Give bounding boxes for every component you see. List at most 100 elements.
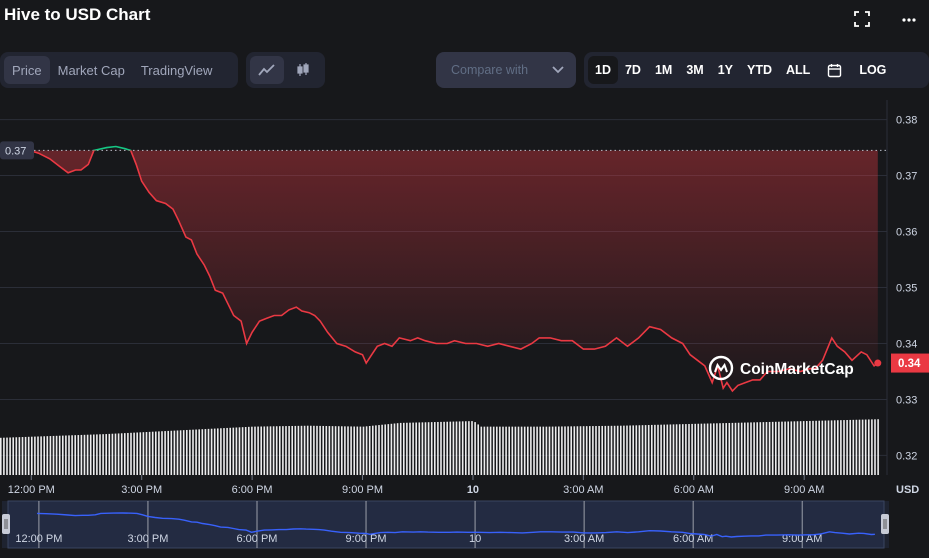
timeframe-7d[interactable]: 7D: [624, 63, 641, 77]
volume-bar: [254, 426, 256, 475]
volume-bar: [362, 426, 365, 475]
volume-bar: [452, 421, 455, 475]
volume-bar: [257, 426, 259, 475]
volume-bar: [530, 426, 532, 475]
navigator-tick-label: 6:00 AM: [673, 533, 713, 545]
volume-bar: [86, 434, 89, 475]
volume-bar: [195, 429, 197, 475]
navigator-selection[interactable]: [7, 500, 885, 549]
x-tick-label: 9:00 AM: [784, 484, 824, 496]
volume-bar: [598, 425, 600, 475]
volume-bar: [613, 425, 616, 475]
volume-bar: [238, 427, 241, 475]
volume-bar: [396, 423, 399, 475]
navigator-tick-label: 10: [469, 533, 481, 545]
volume-bar: [120, 433, 123, 475]
volume-bar: [381, 424, 383, 475]
volume-bar: [65, 435, 67, 475]
volume-bar: [316, 425, 318, 475]
volume-bar: [421, 422, 424, 475]
current-price-badge: 0.34: [891, 353, 929, 373]
volume-bar: [542, 426, 545, 475]
watermark: CoinMarketCap: [708, 355, 854, 381]
volume-bar: [449, 421, 452, 475]
volume-bar: [837, 420, 839, 475]
volume-bar: [852, 419, 855, 475]
x-tick-label: 3:00 AM: [563, 484, 603, 496]
volume-bar: [173, 430, 176, 475]
volume-bar: [182, 430, 185, 475]
volume-bar: [520, 426, 523, 475]
volume-bar: [694, 423, 696, 475]
navigator[interactable]: 12:00 PM 3:00 PM 6:00 PM 9:00 PM 10 3:00 AM 6:…: [2, 500, 889, 549]
volume-bar: [21, 437, 24, 475]
price-line-down: [29, 150, 879, 393]
timeframe-selector: 1D 7D 1M 3M 1Y YTD ALL LOG: [584, 52, 929, 88]
volume-bar: [306, 425, 309, 475]
current-price-label: 0.34: [898, 358, 921, 370]
compare-with-dropdown[interactable]: Compare with: [436, 52, 576, 88]
volume-bar: [24, 436, 27, 475]
timeframe-all[interactable]: ALL: [786, 63, 811, 77]
volume-bar: [725, 423, 727, 475]
volume-bar: [27, 436, 30, 475]
volume-bar: [762, 422, 765, 475]
volume-bar: [207, 428, 210, 475]
volume-bar: [809, 420, 811, 475]
volume-bar: [241, 427, 244, 475]
line-chart-button[interactable]: [250, 56, 284, 84]
volume-bar: [418, 422, 421, 475]
volume-bar: [821, 420, 824, 475]
timeframe-3m[interactable]: 3M: [686, 63, 704, 77]
tab-market-cap[interactable]: Market Cap: [57, 62, 125, 78]
volume-bar: [164, 431, 166, 475]
volume-bar: [579, 426, 582, 475]
volume-bar: [58, 435, 61, 475]
volume-bar: [52, 435, 55, 475]
timeframe-1d[interactable]: 1D: [588, 56, 618, 84]
volume-bar: [155, 431, 157, 475]
navigator-handle-left[interactable]: [2, 514, 10, 534]
volume-bar: [102, 434, 104, 475]
candlestick-button[interactable]: [286, 56, 320, 84]
tab-tradingview[interactable]: TradingView: [140, 62, 213, 78]
timeframe-ytd[interactable]: YTD: [747, 63, 773, 77]
navigator-handle-right[interactable]: [881, 514, 889, 534]
volume-bar: [232, 427, 235, 475]
volume-bar: [787, 421, 789, 475]
volume-bar: [248, 426, 250, 475]
volume-bar: [145, 432, 148, 475]
volume-bar: [18, 437, 21, 475]
volume-bar: [527, 426, 529, 475]
volume-bar: [269, 426, 272, 475]
volume-bar: [62, 435, 64, 475]
tab-price[interactable]: Price: [4, 56, 50, 84]
fullscreen-icon[interactable]: [851, 8, 873, 30]
timeframe-1m[interactable]: 1M: [654, 63, 673, 77]
volume-bar: [446, 421, 448, 475]
volume-bar: [415, 422, 417, 475]
current-price-dot: [874, 359, 882, 367]
volume-bar: [806, 421, 808, 475]
volume-bar: [403, 422, 405, 475]
volume-bar: [337, 426, 340, 475]
volume-bar: [657, 424, 659, 475]
volume-bar: [740, 422, 743, 475]
log-scale-button[interactable]: LOG: [859, 63, 887, 77]
volume-bar: [709, 423, 712, 475]
volume-bar: [700, 423, 703, 475]
volume-bar: [499, 426, 501, 475]
more-options-icon[interactable]: [898, 8, 920, 30]
volume-bar: [142, 432, 145, 475]
volume-bar: [359, 426, 362, 475]
volume-bar: [589, 426, 591, 475]
volume-bar: [390, 423, 393, 475]
volume-bar: [334, 426, 337, 475]
volume-bar: [685, 424, 687, 475]
volume-bar: [393, 423, 396, 475]
calendar-button[interactable]: [817, 56, 852, 84]
timeframe-1y[interactable]: 1Y: [717, 63, 734, 77]
volume-bar: [722, 423, 724, 475]
volume-bar: [508, 426, 510, 475]
